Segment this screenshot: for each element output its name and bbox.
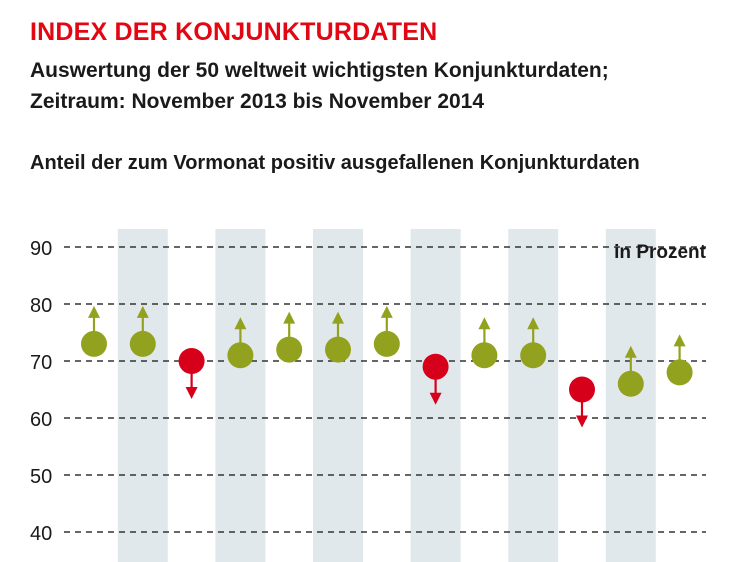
y-tick-label: 90	[30, 238, 52, 260]
gridlines	[64, 246, 706, 533]
up-arrow-icon	[380, 305, 393, 318]
data-point	[276, 311, 303, 363]
data-point	[471, 317, 498, 369]
band	[215, 229, 266, 562]
down-arrow-icon	[429, 392, 442, 405]
data-point	[178, 348, 205, 399]
up-arrow-icon	[624, 345, 637, 358]
data-marker	[422, 353, 449, 380]
chart-title: INDEX DER KONJUNKTURDATEN	[30, 18, 438, 46]
band	[313, 229, 363, 562]
data-marker	[617, 370, 644, 397]
data-point	[129, 305, 156, 357]
data-point	[520, 317, 547, 369]
data-marker	[129, 330, 156, 357]
data-marker	[325, 336, 351, 363]
data-marker	[520, 342, 547, 369]
data-point	[666, 334, 693, 386]
up-arrow-icon	[136, 305, 149, 318]
data-marker	[373, 330, 400, 357]
data-markers	[81, 305, 693, 428]
chart-subtitle: Auswertung der 50 weltweit wichtigsten K…	[30, 55, 609, 117]
chart-heading: Anteil der zum Vormonat positiv ausgefal…	[30, 152, 640, 174]
up-arrow-icon	[332, 311, 344, 324]
data-point	[569, 376, 595, 428]
data-point	[422, 353, 449, 405]
y-tick-label: 50	[30, 466, 52, 488]
up-arrow-icon	[88, 305, 100, 318]
data-marker	[227, 342, 254, 369]
up-arrow-icon	[673, 334, 686, 347]
y-tick-label: 80	[30, 295, 52, 317]
subtitle-line-1: Auswertung der 50 weltweit wichtigsten K…	[30, 59, 609, 82]
data-marker	[178, 348, 205, 374]
unit-label: in Prozent	[614, 242, 707, 263]
data-marker	[471, 342, 498, 369]
band	[117, 229, 168, 562]
subtitle-line-2: Zeitraum: November 2013 bis November 201…	[30, 90, 485, 113]
down-arrow-icon	[185, 387, 198, 399]
y-tick-label: 60	[30, 409, 52, 431]
data-point	[617, 345, 644, 397]
y-tick-labels: 90 80 70 60 50 40	[30, 238, 52, 545]
data-point	[325, 311, 351, 363]
y-tick-label: 70	[30, 352, 52, 374]
data-point	[227, 317, 254, 369]
data-point	[373, 305, 400, 357]
data-marker	[666, 359, 693, 386]
data-marker	[81, 330, 107, 357]
data-marker	[569, 376, 595, 403]
data-marker	[276, 336, 303, 363]
down-arrow-icon	[576, 415, 588, 428]
up-arrow-icon	[527, 317, 540, 330]
up-arrow-icon	[478, 317, 491, 330]
data-point	[81, 305, 107, 357]
up-arrow-icon	[283, 311, 296, 324]
y-tick-label: 40	[30, 523, 52, 545]
band	[508, 229, 559, 562]
up-arrow-icon	[234, 317, 247, 330]
